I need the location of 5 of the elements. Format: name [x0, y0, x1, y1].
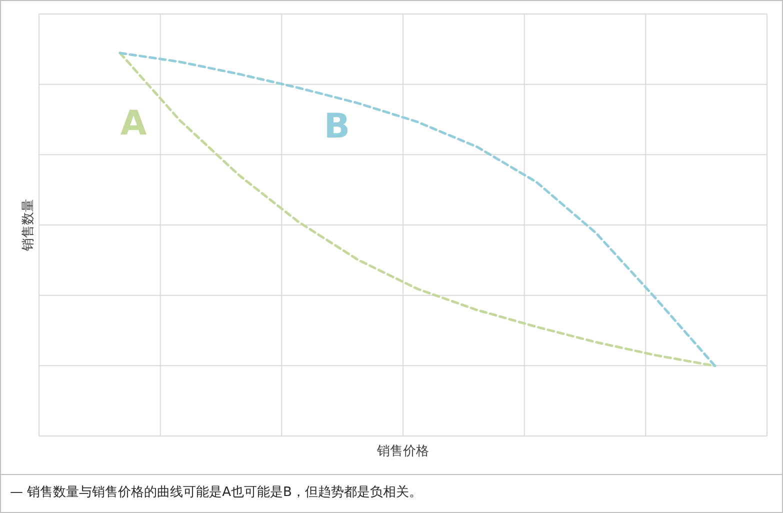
- series-label: B: [324, 106, 350, 146]
- series-label: A: [120, 103, 148, 144]
- y-axis-title: 销售数量: [21, 199, 36, 252]
- text: — 销售数量与销售价格的曲线可能是A也可能是B，但趋势都是负相关。: [10, 485, 422, 500]
- x-axis-title: 销售价格: [376, 444, 429, 459]
